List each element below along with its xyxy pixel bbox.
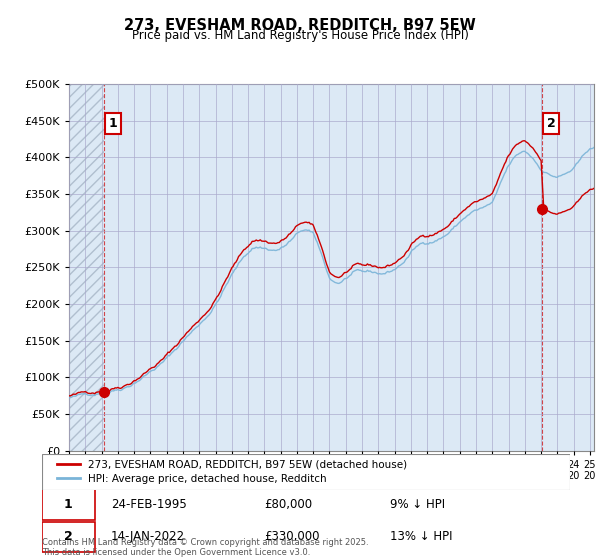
Text: Price paid vs. HM Land Registry's House Price Index (HPI): Price paid vs. HM Land Registry's House … [131,29,469,42]
FancyBboxPatch shape [42,454,570,490]
Text: 1: 1 [64,498,73,511]
Text: 2: 2 [547,117,556,130]
FancyBboxPatch shape [42,521,95,553]
FancyBboxPatch shape [42,489,95,520]
Text: £80,000: £80,000 [264,498,312,511]
Legend: 273, EVESHAM ROAD, REDDITCH, B97 5EW (detached house), HPI: Average price, detac: 273, EVESHAM ROAD, REDDITCH, B97 5EW (de… [52,455,411,488]
Text: 1: 1 [109,117,118,130]
Text: 24-FEB-1995: 24-FEB-1995 [110,498,187,511]
Text: 273, EVESHAM ROAD, REDDITCH, B97 5EW: 273, EVESHAM ROAD, REDDITCH, B97 5EW [124,18,476,33]
Text: 9% ↓ HPI: 9% ↓ HPI [391,498,446,511]
Text: Contains HM Land Registry data © Crown copyright and database right 2025.
This d: Contains HM Land Registry data © Crown c… [42,538,368,557]
Text: 14-JAN-2022: 14-JAN-2022 [110,530,185,543]
Text: £330,000: £330,000 [264,530,319,543]
Text: 2: 2 [64,530,73,543]
Text: 13% ↓ HPI: 13% ↓ HPI [391,530,453,543]
